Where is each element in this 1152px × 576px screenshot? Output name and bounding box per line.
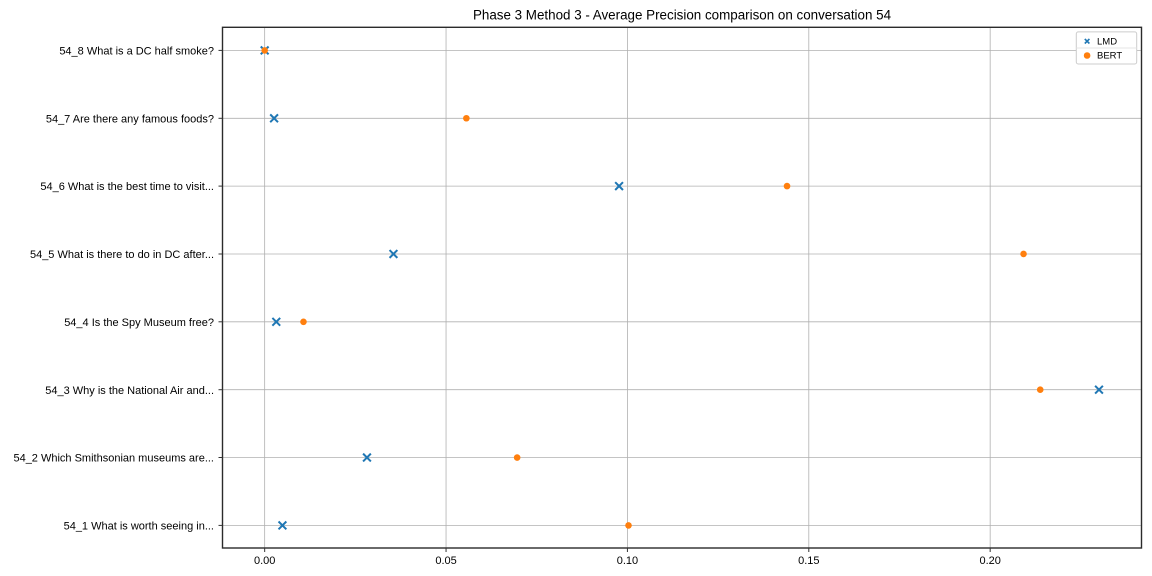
svg-text:54_2 Which Smithsonian museums: 54_2 Which Smithsonian museums are... [13,453,214,465]
svg-text:0.20: 0.20 [979,555,1000,567]
svg-text:54_6 What is the best time to: 54_6 What is the best time to visit... [40,181,214,193]
svg-text:0.00: 0.00 [254,555,275,567]
svg-text:BERT: BERT [1097,51,1122,62]
svg-text:0.10: 0.10 [617,555,638,567]
svg-text:54_8 What is a DC half smoke?: 54_8 What is a DC half smoke? [59,46,214,58]
svg-text:54_5 What is there to do in DC: 54_5 What is there to do in DC after... [30,249,214,261]
svg-text:Phase 3 Method 3 - Average Pre: Phase 3 Method 3 - Average Precision com… [473,8,892,23]
svg-text:0.05: 0.05 [435,555,456,567]
svg-text:54_1 What is worth seeing in..: 54_1 What is worth seeing in... [64,521,214,533]
svg-text:54_3 Why is the National Air a: 54_3 Why is the National Air and... [45,385,214,397]
svg-text:54_7 Are there any famous food: 54_7 Are there any famous foods? [46,113,214,125]
svg-text:LMD: LMD [1097,37,1117,48]
svg-text:54_4 Is the Spy Museum free?: 54_4 Is the Spy Museum free? [64,317,214,329]
svg-text:0.15: 0.15 [798,555,819,567]
